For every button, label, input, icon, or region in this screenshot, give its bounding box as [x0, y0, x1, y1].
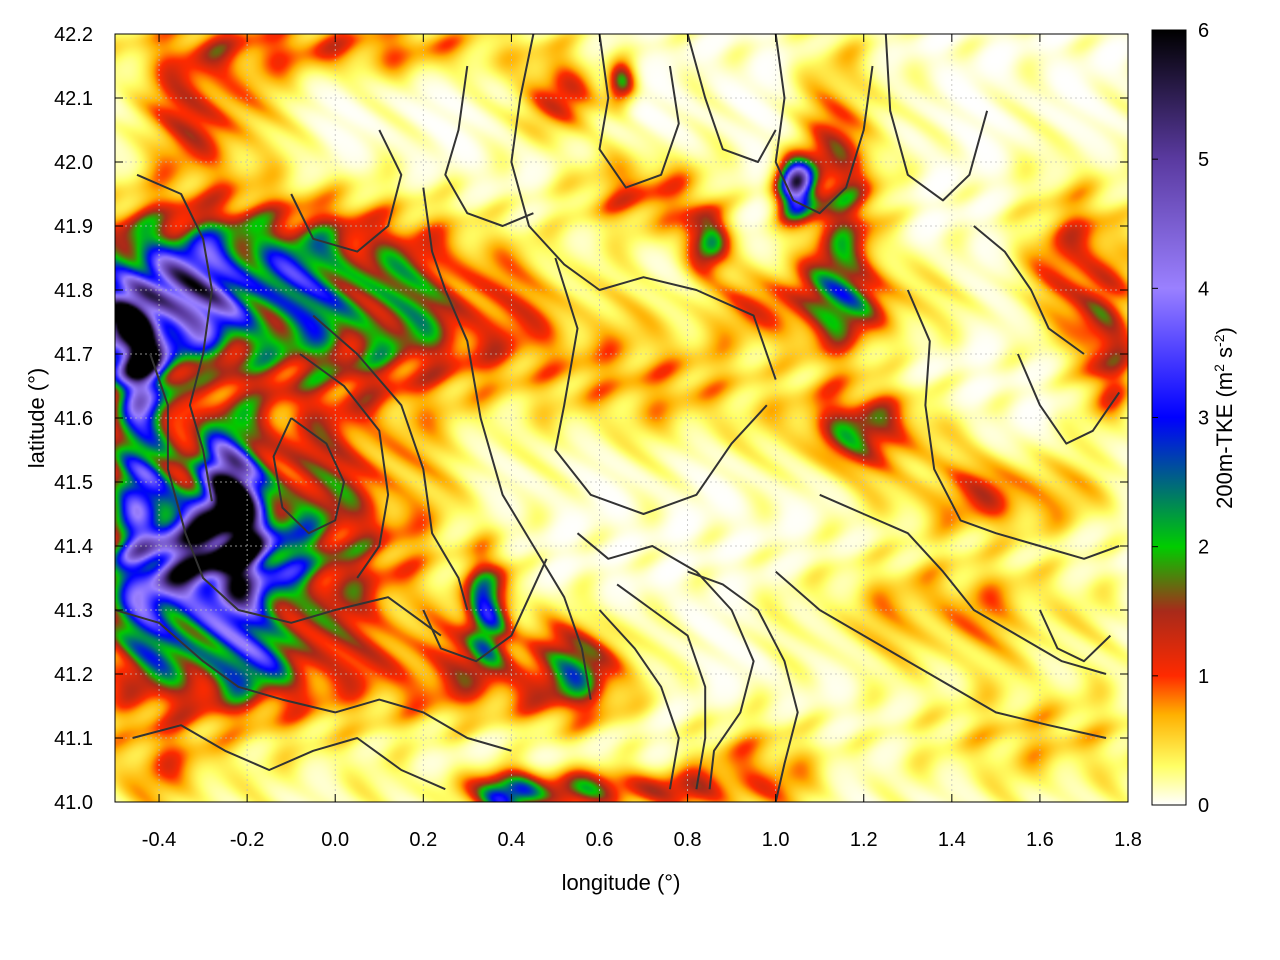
- x-tick-label: 1.4: [938, 829, 966, 851]
- terrain-contour-line: [299, 353, 390, 579]
- colorbar-tick-label: 5: [1198, 149, 1209, 171]
- y-tick-label: 42.0: [54, 152, 93, 174]
- colorbar-label-mid: s: [1212, 347, 1237, 364]
- colorbar-tick-label: 4: [1198, 278, 1209, 300]
- y-tick-label: 41.5: [54, 472, 93, 494]
- x-tick-label: -0.2: [230, 829, 264, 851]
- x-tick-label: 0.2: [409, 829, 437, 851]
- x-tick-label: 1.8: [1114, 829, 1142, 851]
- x-tick-label: 1.0: [762, 829, 790, 851]
- colorbar-label-sup1: 2: [1211, 364, 1227, 372]
- colorbar-ticks: 0 1 2 3 4 5 6: [1152, 20, 1209, 817]
- terrain-contour-line: [149, 353, 442, 637]
- terrain-contour-line: [1016, 353, 1121, 445]
- y-axis-ticks: 41.0 41.1 41.2 41.3 41.4 41.5 41.6 41.7 41.8 41.9…: [54, 24, 1128, 814]
- y-tick-label: 41.6: [54, 408, 93, 430]
- colorbar-tick-label: 3: [1198, 408, 1209, 430]
- terrain-contour-line: [422, 558, 548, 663]
- terrain-contour-line: [136, 173, 213, 502]
- colorbar-tick-label: 1: [1198, 666, 1209, 688]
- colorbar-label: 200m-TKE (m2 s-2): [1211, 327, 1237, 509]
- terrain-contours: [115, 34, 1121, 802]
- terrain-contour-line: [312, 314, 469, 611]
- terrain-contour-line: [510, 34, 777, 380]
- terrain-contour-line: [576, 532, 755, 790]
- terrain-contour-line: [1038, 609, 1112, 663]
- terrain-contour-line: [115, 609, 512, 752]
- y-tick-label: 42.1: [54, 88, 93, 110]
- y-tick-label: 41.4: [54, 536, 93, 558]
- terrain-contour-line: [686, 34, 777, 163]
- x-tick-label: 1.6: [1026, 829, 1054, 851]
- x-tick-label: 1.2: [850, 829, 878, 851]
- terrain-contour-line: [616, 583, 707, 790]
- y-tick-label: 42.2: [54, 24, 93, 46]
- x-axis-label: longitude (°): [562, 870, 681, 895]
- terrain-contour-line: [687, 570, 799, 802]
- colorbar-label-end: ): [1212, 327, 1237, 334]
- terrain-contour-line: [290, 129, 403, 253]
- y-tick-label: 41.0: [54, 792, 93, 814]
- x-axis-ticks: -0.4 -0.2 0.0 0.2 0.4 0.6 0.8 1.0 1.2 1.4 1.6 1.8: [142, 34, 1142, 851]
- x-tick-label: -0.4: [142, 829, 176, 851]
- terrain-contour-line: [444, 65, 534, 227]
- terrain-contour-line: [598, 609, 680, 790]
- terrain-contour-line: [775, 570, 1107, 739]
- y-tick-label: 41.1: [54, 728, 93, 750]
- terrain-contour-line: [906, 289, 1120, 560]
- terrain-contour-line: [272, 417, 345, 535]
- terrain-contour-line: [422, 187, 592, 700]
- y-axis-label: latitude (°): [24, 368, 49, 469]
- terrain-contour-line: [819, 493, 1107, 675]
- terrain-contour-line: [774, 34, 874, 215]
- terrain-contour-line: [598, 34, 680, 189]
- x-tick-label: 0.8: [674, 829, 702, 851]
- x-tick-label: 0.4: [497, 829, 525, 851]
- y-tick-label: 41.3: [54, 600, 93, 622]
- y-tick-label: 41.7: [54, 344, 93, 366]
- colorbar-tick-label: 6: [1198, 20, 1209, 42]
- terrain-contour-line: [884, 34, 989, 202]
- y-tick-label: 41.9: [54, 216, 93, 238]
- terrain-contour-line: [973, 225, 1085, 355]
- colorbar-label-main: 200m-TKE (m: [1212, 372, 1237, 509]
- colorbar-tick-label: 0: [1198, 795, 1209, 817]
- terrain-contour-line: [132, 724, 446, 791]
- y-tick-label: 41.8: [54, 280, 93, 302]
- colorbar-label-sup2: -2: [1211, 334, 1227, 347]
- colorbar-tick-label: 2: [1198, 537, 1209, 559]
- terrain-contour-line: [554, 257, 768, 515]
- x-tick-label: 0.0: [321, 829, 349, 851]
- y-tick-label: 41.2: [54, 664, 93, 686]
- x-tick-label: 0.6: [586, 829, 614, 851]
